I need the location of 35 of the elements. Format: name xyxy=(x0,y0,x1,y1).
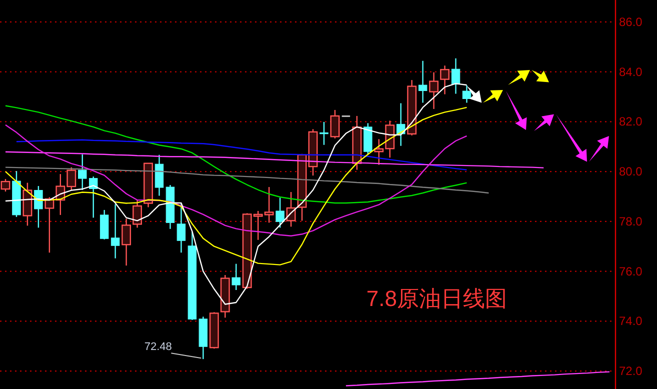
annotation: 72.48 xyxy=(144,341,172,354)
text: 82.0 xyxy=(619,114,642,129)
line-series xyxy=(4,105,468,204)
line-series xyxy=(16,139,468,170)
candlestick xyxy=(110,204,120,259)
candlestick xyxy=(440,64,450,95)
text: 86.0 xyxy=(619,14,642,29)
candlestick xyxy=(78,154,87,191)
line-series xyxy=(4,124,468,236)
candlestick xyxy=(88,176,98,218)
text: 84.0 xyxy=(619,64,642,79)
line-series xyxy=(4,106,468,266)
candlestick xyxy=(429,72,439,110)
candlestick xyxy=(330,109,340,139)
candlestick xyxy=(462,84,472,104)
candlestick xyxy=(418,60,428,104)
candlestick xyxy=(232,263,240,291)
candlestick xyxy=(451,58,460,94)
candlestick xyxy=(276,197,284,228)
text: 76.0 xyxy=(619,264,642,278)
candlestick xyxy=(176,202,186,254)
candlestick xyxy=(154,154,164,196)
line-series xyxy=(4,166,490,194)
line-series xyxy=(345,371,610,386)
candlestick xyxy=(34,185,43,228)
candlestick xyxy=(0,178,10,192)
text: 78.0 xyxy=(619,214,642,228)
text: 72.0 xyxy=(619,364,642,378)
text: 80.0 xyxy=(619,164,642,179)
text: 7.8原油日线图 xyxy=(366,286,507,311)
text: 74.0 xyxy=(619,314,642,328)
candlestick xyxy=(100,209,109,240)
candlestick xyxy=(320,121,328,146)
line-series xyxy=(4,151,544,168)
annotation: 72.48 xyxy=(144,341,202,359)
